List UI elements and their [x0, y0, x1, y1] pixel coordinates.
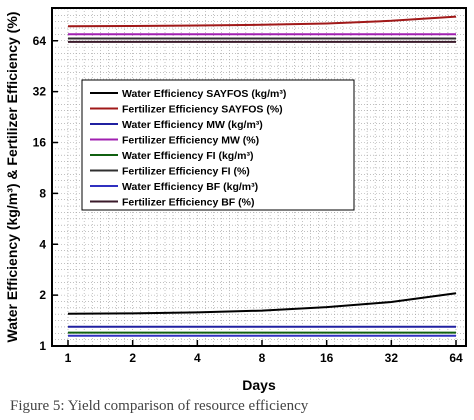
legend: Water Efficiency SAYFOS (kg/m³) Fertilize…	[81, 79, 355, 211]
plot-frame	[51, 7, 467, 347]
y-tick-label: 1	[39, 339, 46, 353]
series-line-1	[67, 292, 457, 315]
ticks: 1 2 4 8 16 32 64 1 2 4 8 16 32 64	[33, 34, 463, 365]
series-line-2	[67, 15, 457, 28]
legend-entry: Fertilizer Efficiency BF (%)	[122, 197, 254, 209]
x-tick-label: 16	[320, 351, 334, 365]
y-tick-label: 64	[33, 34, 47, 48]
x-tick-label: 4	[194, 351, 201, 365]
legend-entry: Fertilizer Efficiency SAYFOS (%)	[122, 104, 283, 116]
legend-entry: Water Efficiency MW (kg/m³)	[122, 119, 263, 131]
y-tick-label: 8	[39, 186, 46, 200]
legend-entry: Water Efficiency FI (kg/m³)	[122, 150, 253, 162]
x-axis-title: Days	[242, 377, 276, 393]
x-tick-label: 32	[385, 351, 399, 365]
y-tick-label: 2	[39, 288, 46, 302]
figure-caption: Figure 5: Yield comparison of resource e…	[10, 398, 309, 414]
y-tick-label: 4	[39, 237, 46, 251]
y-tick-label: 16	[33, 136, 47, 150]
legend-entry: Water Efficiency SAYFOS (kg/m³)	[122, 88, 286, 100]
x-tick-label: 64	[449, 351, 463, 365]
chart: 1 2 4 8 16 32 64 1 2 4 8 16 32 64 Water Efficiency SA…	[4, 7, 467, 393]
y-tick-label: 32	[33, 85, 47, 99]
legend-box	[81, 79, 355, 211]
legend-entry: Water Efficiency BF (kg/m³)	[122, 181, 258, 193]
x-tick-label: 8	[259, 351, 266, 365]
x-tick-label: 2	[129, 351, 136, 365]
y-axis-title: Water Efficiency (kg/m³) & Fertilizer Ef…	[4, 12, 20, 343]
series-lines	[67, 15, 457, 337]
legend-entry: Fertilizer Efficiency MW (%)	[122, 135, 259, 147]
legend-entry: Fertilizer Efficiency FI (%)	[122, 166, 250, 178]
x-tick-label: 1	[65, 351, 72, 365]
